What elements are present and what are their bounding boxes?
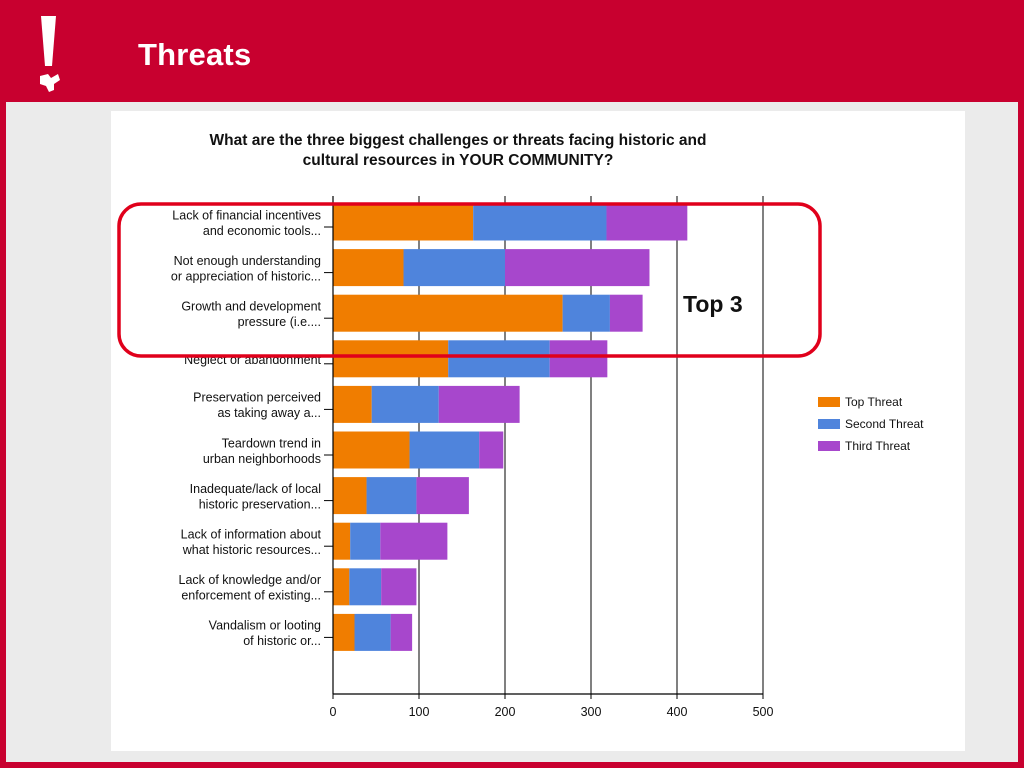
bar-third-threat [479,431,504,469]
bar-second-threat [349,568,382,606]
category-label: Vandalism or looting [209,619,321,633]
category-label: enforcement of existing... [181,589,321,603]
category-label: urban neighborhoods [203,452,321,466]
slide-header: Threats [0,0,1024,102]
chart-title-line: cultural resources in YOUR COMMUNITY? [303,152,614,169]
x-tick-label: 300 [581,705,602,719]
bar-third-threat [416,477,469,515]
bar-second-threat [448,340,550,378]
bar-second-threat [366,477,417,515]
bar-top-threat [333,613,355,651]
category-label: and economic tools... [203,224,321,238]
category-label: Teardown trend in [222,436,321,450]
x-tick-label: 400 [667,705,688,719]
bar-top-threat [333,568,350,606]
legend-label: Third Threat [845,439,911,453]
bar-top-threat [333,249,404,287]
category-label: of historic or... [243,634,321,648]
bar-third-threat [606,203,688,241]
stacked-bar-chart: What are the three biggest challenges or… [117,132,924,719]
category-label: Lack of information about [181,527,322,541]
bar-top-threat [333,340,449,378]
top3-callout-label: Top 3 [683,291,743,317]
bar-third-threat [438,385,520,423]
x-tick-label: 100 [409,705,430,719]
category-label: what historic resources... [182,543,321,557]
legend-swatch [818,419,840,429]
top3-highlight-box [117,202,822,358]
category-label: historic preservation... [199,497,321,511]
slide-title: Threats [138,37,252,72]
category-label: Lack of financial incentives [172,208,321,222]
legend-label: Top Threat [845,395,903,409]
bar-second-threat [371,385,439,423]
exclamation-texas-icon [40,16,60,92]
category-label: Inadequate/lack of local [190,482,321,496]
bar-second-threat [354,613,391,651]
bar-third-threat [390,613,413,651]
chart-title-line: What are the three biggest challenges or… [210,132,707,149]
bar-top-threat [333,294,563,332]
legend-label: Second Threat [845,417,924,431]
bar-top-threat [333,385,372,423]
category-label: pressure (i.e.... [238,315,321,329]
bar-second-threat [473,203,607,241]
bar-second-threat [562,294,610,332]
category-label: Not enough understanding [174,254,321,268]
x-tick-label: 500 [753,705,774,719]
bar-third-threat [505,249,650,287]
category-label: Lack of knowledge and/or [179,573,321,587]
category-label: as taking away a... [217,406,321,420]
bar-top-threat [333,477,367,515]
bar-top-threat [333,431,410,469]
bar-third-threat [609,294,643,332]
chart-panel: What are the three biggest challenges or… [111,111,965,751]
category-label: Preservation perceived [193,391,321,405]
x-tick-label: 0 [330,705,337,719]
legend-swatch [818,397,840,407]
category-label: Growth and development [181,299,321,313]
bar-second-threat [409,431,480,469]
bar-third-threat [380,522,448,560]
category-label: or appreciation of historic... [171,269,321,283]
legend-swatch [818,441,840,451]
bar-top-threat [333,203,474,241]
bar-third-threat [549,340,608,378]
bar-third-threat [381,568,417,606]
bar-second-threat [350,522,381,560]
x-tick-label: 200 [495,705,516,719]
bar-top-threat [333,522,351,560]
bar-second-threat [403,249,505,287]
